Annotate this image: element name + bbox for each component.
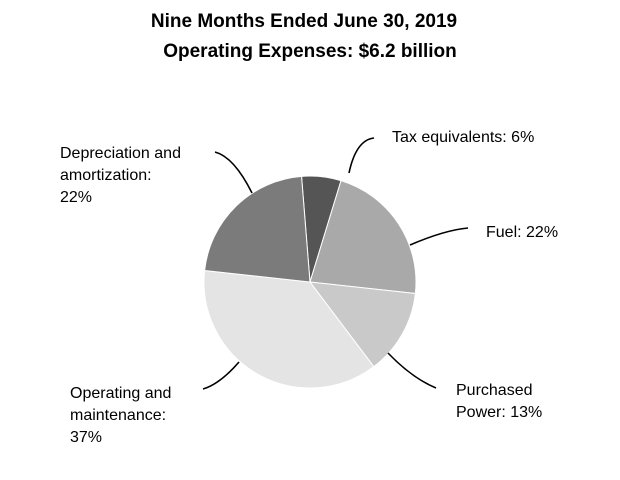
slice-depreciation-and-amortization bbox=[204, 175, 311, 283]
slice-label-purchased-power: Purchased Power: 13% bbox=[456, 382, 543, 421]
slice-operating-and-maintenance bbox=[203, 269, 375, 389]
leader-depreciation bbox=[214, 151, 253, 194]
chart-subtitle: Operating Expenses: $6.2 billion bbox=[163, 41, 457, 62]
slice-label-operating-and-maintenance: Operating and maintenance: 37% bbox=[70, 385, 172, 446]
slice-label-depreciation-and-amortization: Depreciation and amortization: 22% bbox=[60, 145, 181, 206]
slice-fuel bbox=[309, 180, 417, 295]
leader-fuel bbox=[409, 227, 469, 246]
slice-label-fuel: Fuel: 22% bbox=[486, 224, 559, 241]
chart-title: Nine Months Ended June 30, 2019 bbox=[150, 11, 458, 32]
slice-label-tax-equivalents: Tax equivalents: 6% bbox=[392, 129, 535, 146]
leader-tax bbox=[348, 137, 375, 174]
leader-operating bbox=[202, 361, 240, 390]
slice-purchased-power bbox=[308, 281, 416, 368]
leader-purchased-power bbox=[387, 352, 437, 389]
